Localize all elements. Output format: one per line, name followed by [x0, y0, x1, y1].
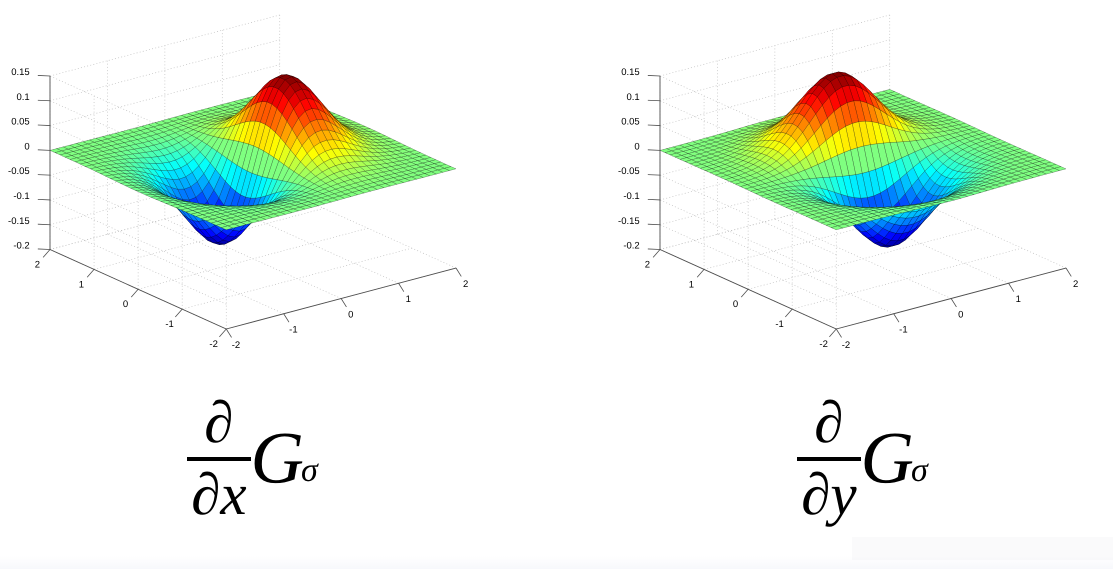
svg-text:0: 0 [348, 309, 353, 320]
svg-text:0: 0 [634, 141, 639, 152]
svg-text:-0.2: -0.2 [13, 241, 29, 252]
svg-text:0.1: 0.1 [626, 92, 639, 103]
svg-text:2: 2 [645, 259, 650, 270]
svg-text:-0.1: -0.1 [623, 191, 639, 202]
svg-text:0: 0 [123, 299, 128, 310]
svg-text:-1: -1 [899, 325, 907, 336]
svg-text:2: 2 [463, 279, 468, 290]
svg-text:-0.1: -0.1 [13, 191, 29, 202]
svg-text:0.05: 0.05 [11, 117, 30, 128]
svg-text:-0.05: -0.05 [8, 166, 30, 177]
svg-text:-0.15: -0.15 [8, 216, 30, 227]
svg-text:0.15: 0.15 [621, 67, 640, 78]
svg-text:0: 0 [733, 299, 738, 310]
svg-text:-0.05: -0.05 [618, 166, 640, 177]
svg-text:1: 1 [406, 294, 411, 305]
svg-text:0: 0 [24, 141, 29, 152]
svg-text:0.1: 0.1 [16, 92, 29, 103]
svg-text:-1: -1 [289, 325, 297, 336]
svg-text:1: 1 [689, 279, 694, 290]
svg-text:1: 1 [1016, 294, 1021, 305]
svg-text:0.05: 0.05 [621, 117, 640, 128]
svg-text:-1: -1 [165, 319, 173, 330]
svg-text:0: 0 [958, 309, 963, 320]
svg-text:-2: -2 [209, 339, 217, 350]
svg-text:0.15: 0.15 [11, 67, 30, 78]
svg-text:1: 1 [79, 279, 84, 290]
svg-text:2: 2 [35, 259, 40, 270]
svg-text:-1: -1 [775, 319, 783, 330]
svg-text:-2: -2 [819, 339, 827, 350]
svg-text:2: 2 [1073, 279, 1078, 290]
svg-text:-2: -2 [842, 340, 850, 351]
svg-text:-0.15: -0.15 [618, 216, 640, 227]
svg-text:-0.2: -0.2 [623, 241, 639, 252]
svg-text:-2: -2 [232, 340, 240, 351]
